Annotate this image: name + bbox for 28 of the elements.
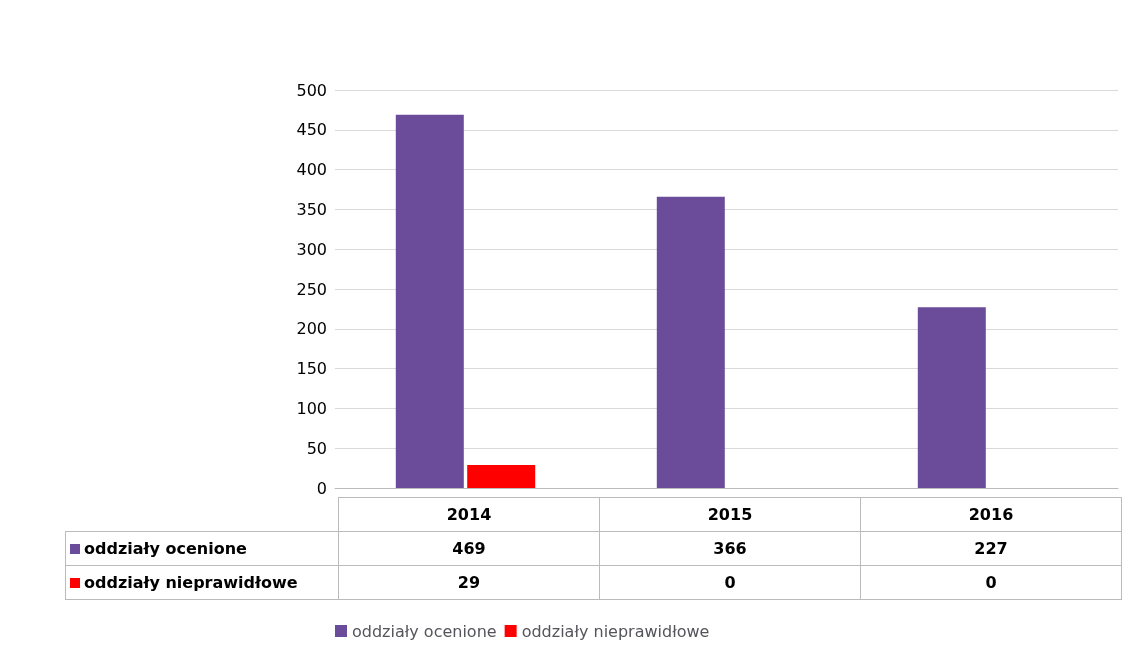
x-tick-label: 2016 bbox=[860, 497, 1122, 532]
y-tick-label: 500 bbox=[296, 80, 327, 100]
bar bbox=[656, 196, 725, 488]
legend-label: oddziały ocenione bbox=[352, 621, 497, 641]
y-tick-label: 450 bbox=[296, 120, 327, 140]
data-label: 0 bbox=[860, 565, 1122, 600]
data-label: 0 bbox=[599, 565, 861, 600]
y-tick-label: 250 bbox=[296, 279, 327, 299]
data-label: 366 bbox=[599, 531, 861, 566]
data-label: 469 bbox=[338, 531, 600, 566]
y-tick-label: 200 bbox=[296, 319, 327, 339]
y-tick-label: 0 bbox=[316, 478, 327, 498]
y-tick-label: 350 bbox=[296, 199, 327, 219]
bar bbox=[917, 307, 986, 488]
data-label: 29 bbox=[338, 565, 600, 600]
bar bbox=[395, 114, 464, 488]
y-tick-label: 300 bbox=[296, 239, 327, 259]
y-tick-label: 50 bbox=[306, 438, 327, 458]
bar bbox=[467, 464, 536, 488]
x-tick-label: 2014 bbox=[338, 497, 600, 532]
y-tick-label: 100 bbox=[296, 398, 327, 418]
x-tick-label: 2015 bbox=[599, 497, 861, 532]
legend-label: oddziały nieprawidłowe bbox=[521, 621, 710, 641]
text: oddziały nieprawidłowe bbox=[84, 573, 298, 592]
text: oddziały ocenione bbox=[84, 539, 247, 558]
y-tick-label: 400 bbox=[296, 160, 327, 180]
y-tick-label: 150 bbox=[296, 359, 327, 379]
data-label: 227 bbox=[860, 531, 1122, 566]
